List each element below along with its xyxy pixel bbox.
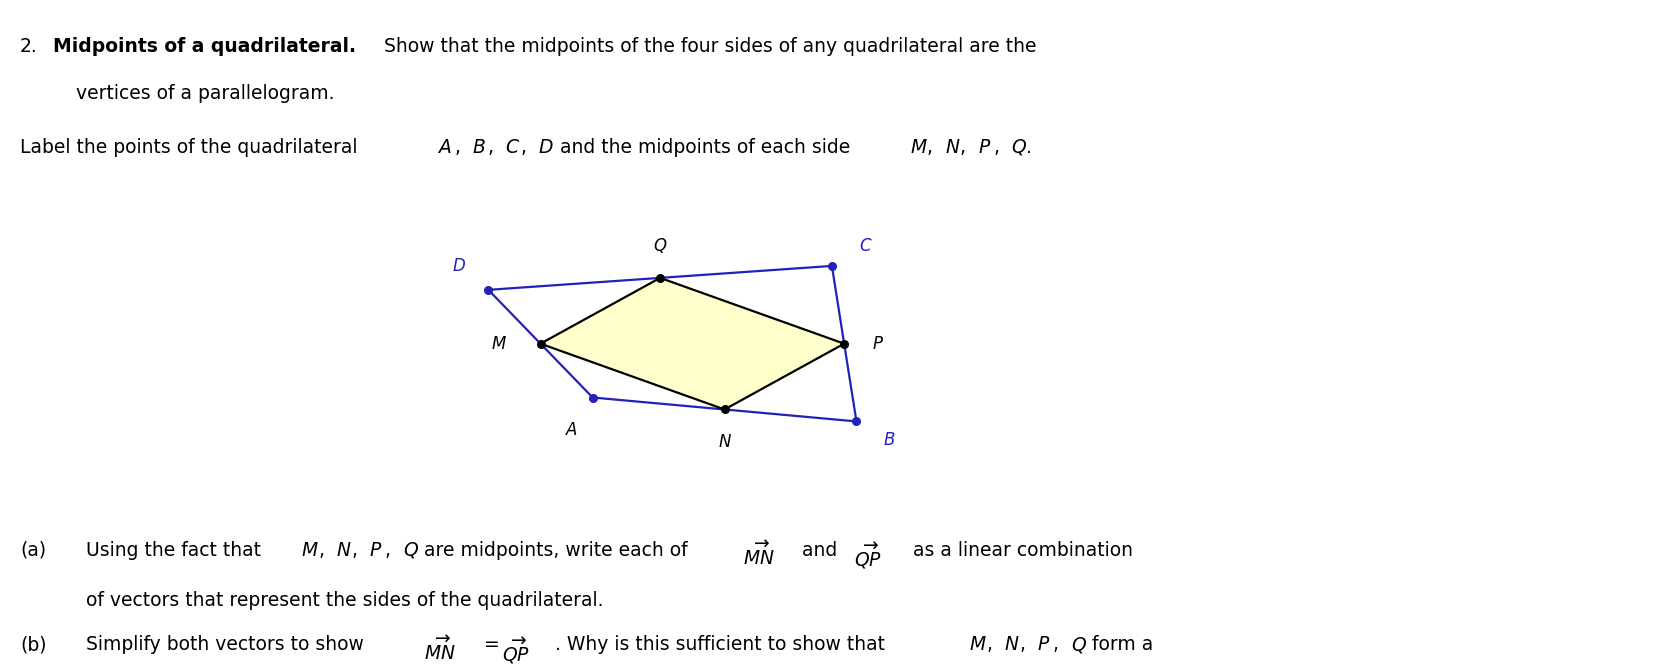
- Text: of vectors that represent the sides of the quadrilateral.: of vectors that represent the sides of t…: [86, 591, 603, 610]
- Text: P: P: [872, 335, 882, 353]
- Text: Using the fact that: Using the fact that: [86, 541, 265, 560]
- Text: as a linear combination: as a linear combination: [906, 541, 1132, 560]
- Text: Q: Q: [1011, 138, 1026, 157]
- Text: Q: Q: [403, 541, 418, 560]
- Text: C: C: [505, 138, 519, 157]
- Text: ,: ,: [926, 138, 933, 157]
- Text: ,: ,: [959, 138, 966, 157]
- Text: Midpoints of a quadrilateral.: Midpoints of a quadrilateral.: [53, 37, 356, 56]
- Text: $\overrightarrow{QP}$: $\overrightarrow{QP}$: [502, 635, 530, 665]
- Text: and the midpoints of each side: and the midpoints of each side: [553, 138, 853, 157]
- Text: $\overrightarrow{MN}$: $\overrightarrow{MN}$: [742, 541, 774, 569]
- Text: N: N: [717, 433, 731, 451]
- Text: Q: Q: [1070, 635, 1085, 654]
- Text: M: M: [492, 335, 505, 353]
- Text: A: A: [439, 138, 452, 157]
- Text: P: P: [978, 138, 989, 157]
- Text: . Why is this sufficient to show that: . Why is this sufficient to show that: [555, 635, 888, 654]
- Text: D: D: [452, 257, 464, 276]
- Text: M: M: [302, 541, 318, 560]
- Text: Simplify both vectors to show: Simplify both vectors to show: [86, 635, 368, 654]
- Text: Q: Q: [653, 237, 666, 255]
- Text: Label the points of the quadrilateral: Label the points of the quadrilateral: [20, 138, 361, 157]
- Text: $\overrightarrow{MN}$: $\overrightarrow{MN}$: [424, 635, 456, 663]
- Text: ,: ,: [487, 138, 494, 157]
- Text: ,: ,: [351, 541, 358, 560]
- Text: $\overrightarrow{QP}$: $\overrightarrow{QP}$: [853, 541, 882, 571]
- Text: ,: ,: [454, 138, 461, 157]
- Text: ,: ,: [384, 541, 391, 560]
- Text: Show that the midpoints of the four sides of any quadrilateral are the: Show that the midpoints of the four side…: [378, 37, 1036, 56]
- Text: .: .: [1026, 138, 1032, 157]
- Text: 2.: 2.: [20, 37, 38, 56]
- Text: N: N: [336, 541, 350, 560]
- Text: ,: ,: [986, 635, 993, 654]
- Text: D: D: [539, 138, 553, 157]
- Text: ,: ,: [993, 138, 999, 157]
- Text: =: =: [477, 635, 502, 654]
- Text: ,: ,: [520, 138, 527, 157]
- Text: ,: ,: [1052, 635, 1059, 654]
- Text: ,: ,: [1019, 635, 1026, 654]
- Text: ,: ,: [318, 541, 325, 560]
- Text: vertices of a parallelogram.: vertices of a parallelogram.: [76, 84, 335, 103]
- Text: B: B: [472, 138, 486, 157]
- Text: B: B: [883, 431, 895, 450]
- Text: P: P: [370, 541, 381, 560]
- Polygon shape: [540, 278, 843, 409]
- Text: P: P: [1037, 635, 1049, 654]
- Text: form a: form a: [1085, 635, 1153, 654]
- Text: M: M: [969, 635, 986, 654]
- Text: and: and: [795, 541, 840, 560]
- Text: N: N: [944, 138, 958, 157]
- Text: N: N: [1004, 635, 1017, 654]
- Text: A: A: [565, 421, 577, 439]
- Text: M: M: [910, 138, 926, 157]
- Text: (b): (b): [20, 635, 46, 654]
- Text: (a): (a): [20, 541, 46, 560]
- Text: are midpoints, write each of: are midpoints, write each of: [418, 541, 691, 560]
- Text: C: C: [858, 237, 870, 255]
